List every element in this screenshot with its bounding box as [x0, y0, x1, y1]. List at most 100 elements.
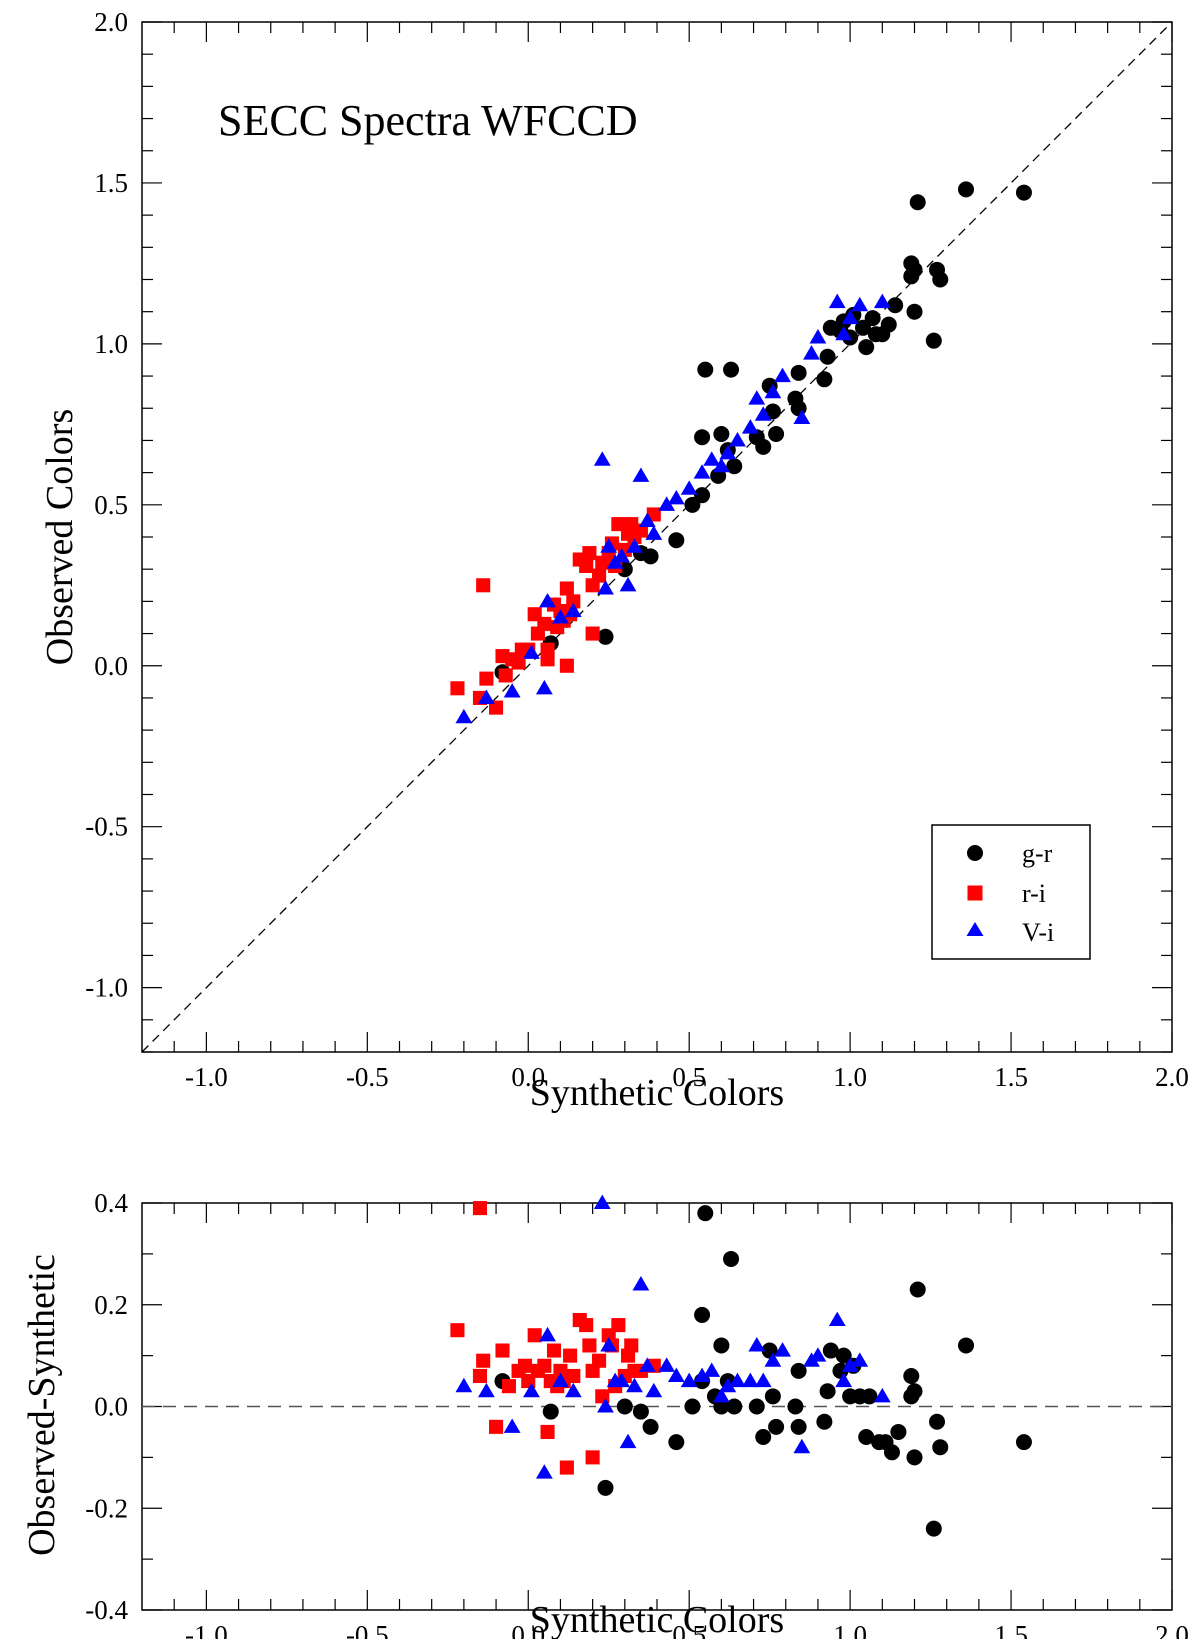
x-tick-label: -0.5 — [346, 1062, 389, 1092]
point-g-r — [713, 1398, 730, 1415]
point-r-i — [592, 1353, 607, 1368]
point-g-r — [816, 1413, 833, 1430]
point-r-i — [546, 1343, 562, 1358]
point-r-i — [566, 594, 581, 609]
point-V-i — [828, 1311, 846, 1327]
point-r-i — [517, 1358, 533, 1373]
point-r-i — [611, 1318, 626, 1333]
point-V-i — [593, 451, 611, 466]
y-tick-label: 0.5 — [94, 490, 128, 520]
x-tick-label: 1.0 — [833, 1062, 867, 1092]
chart-title: SECC Spectra WFCCD — [218, 96, 638, 145]
point-V-i — [600, 538, 618, 553]
point-g-r — [909, 1281, 926, 1298]
x-tick-label: -1.0 — [185, 1620, 228, 1639]
point-r-i — [559, 658, 574, 673]
point-g-r — [668, 1434, 685, 1451]
point-g-r — [932, 1439, 949, 1456]
x-tick-label: -0.5 — [346, 1620, 389, 1639]
point-V-i — [741, 1372, 759, 1388]
point-V-i — [835, 325, 853, 341]
point-V-i — [719, 444, 737, 460]
point-V-i — [803, 345, 820, 360]
point-g-r — [906, 1449, 923, 1466]
point-V-i — [645, 1382, 663, 1398]
point-V-i — [564, 602, 582, 618]
point-r-i — [511, 655, 526, 670]
point-V-i — [754, 1372, 772, 1388]
point-g-r — [642, 1418, 659, 1435]
point-V-i — [523, 1382, 540, 1398]
y-tick-label: -0.2 — [85, 1493, 128, 1523]
point-g-r — [768, 1418, 785, 1435]
point-r-i — [540, 1424, 555, 1439]
point-g-r — [909, 194, 926, 211]
point-r-i — [579, 1318, 594, 1333]
point-V-i — [793, 409, 811, 424]
x-tick-label: 1.5 — [994, 1062, 1028, 1092]
point-V-i — [873, 1387, 891, 1403]
point-r-i — [585, 626, 600, 641]
point-V-i — [851, 1352, 869, 1367]
point-V-i — [680, 1372, 698, 1388]
residual-x-axis-title: Synthetic Colors — [530, 1599, 784, 1639]
x-tick-label: 2.0 — [1155, 1620, 1189, 1639]
point-V-i — [626, 1377, 643, 1393]
point-g-r — [929, 1413, 946, 1430]
point-g-r — [890, 1423, 907, 1440]
point-V-i — [645, 525, 663, 540]
point-g-r — [597, 1479, 614, 1496]
point-g-r — [642, 548, 659, 565]
point-g-r — [861, 1388, 878, 1405]
point-g-r — [726, 1398, 743, 1415]
point-r-i — [566, 1368, 581, 1384]
point-g-r — [748, 1398, 765, 1415]
point-g-r — [906, 261, 923, 278]
point-V-i — [478, 1382, 495, 1398]
point-g-r — [723, 1250, 740, 1267]
point-V-i — [741, 419, 759, 434]
point-g-r — [835, 1347, 852, 1364]
point-r-i — [559, 581, 574, 596]
point-g-r — [958, 181, 974, 198]
point-g-r — [723, 361, 740, 378]
point-g-r — [816, 371, 833, 388]
x-tick-label: -1.0 — [185, 1062, 228, 1092]
point-g-r — [1015, 1434, 1032, 1451]
point-V-i — [754, 406, 772, 421]
point-r-i — [563, 1348, 578, 1363]
point-V-i — [667, 489, 685, 505]
point-r-i — [559, 1460, 574, 1475]
point-g-r — [906, 303, 923, 320]
point-g-r — [764, 403, 781, 420]
point-r-i — [624, 1338, 639, 1353]
point-V-i — [748, 1337, 766, 1352]
point-V-i — [764, 1352, 782, 1367]
y-tick-label: -1.0 — [85, 973, 128, 1003]
legend-box — [931, 824, 1091, 960]
residual-scatter-panel: -1.0 -0.5 0.0 0.5 1.0 1.5 2.0 -0.4 -0.2 0.0 0.2 0.4… — [21, 1188, 1189, 1639]
point-r-i — [489, 1419, 504, 1434]
point-g-r — [597, 628, 614, 645]
point-r-i — [472, 1368, 488, 1384]
y-tick-label: 2.0 — [94, 7, 128, 37]
legend-label-r-i: r-i — [1022, 879, 1046, 908]
point-V-i — [712, 457, 730, 473]
point-g-r — [668, 532, 685, 549]
point-r-i — [527, 1328, 542, 1343]
y-tick-label: -0.5 — [85, 812, 128, 842]
point-g-r — [958, 1337, 974, 1354]
point-g-r — [819, 348, 836, 365]
residual-axis-ticks: -1.0 -0.5 0.0 0.5 1.0 1.5 2.0 -0.4 -0.2 0.0 0.2 0.4 — [85, 1188, 1189, 1639]
x-tick-label: 0.0 — [511, 1062, 545, 1092]
point-g-r — [880, 316, 897, 333]
point-V-i — [658, 496, 676, 511]
x-tick-label: 1.0 — [833, 1620, 867, 1639]
point-r-i — [498, 668, 513, 683]
point-r-i — [582, 546, 597, 561]
point-V-i — [619, 576, 637, 592]
point-V-i — [523, 644, 540, 659]
point-r-i — [633, 523, 648, 538]
point-r-i — [489, 700, 504, 715]
